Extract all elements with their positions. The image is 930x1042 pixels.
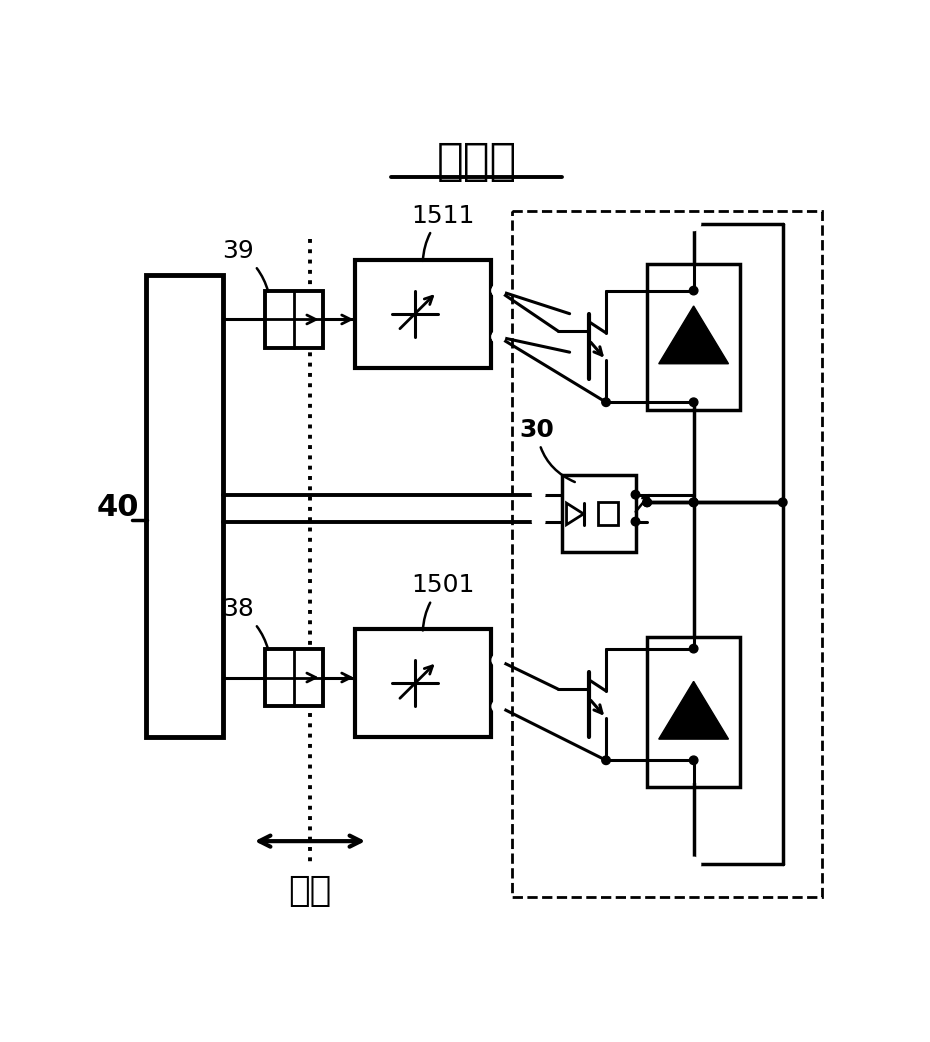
Text: 1501: 1501 xyxy=(411,573,474,630)
Circle shape xyxy=(643,498,651,506)
Circle shape xyxy=(533,490,544,500)
Bar xyxy=(265,291,323,348)
Circle shape xyxy=(689,756,698,765)
Circle shape xyxy=(493,331,504,342)
Bar xyxy=(597,502,618,525)
Circle shape xyxy=(788,496,801,508)
Text: 39: 39 xyxy=(222,240,268,292)
Polygon shape xyxy=(658,681,728,739)
Circle shape xyxy=(533,516,544,527)
Bar xyxy=(647,264,740,410)
Circle shape xyxy=(689,287,698,295)
Polygon shape xyxy=(566,503,584,525)
Bar xyxy=(355,259,491,368)
Text: 40: 40 xyxy=(97,493,140,522)
Text: 比较例: 比较例 xyxy=(436,141,517,183)
Circle shape xyxy=(493,701,504,712)
Bar xyxy=(146,275,223,737)
Circle shape xyxy=(493,654,504,666)
Circle shape xyxy=(631,491,640,499)
Bar xyxy=(512,212,821,896)
Circle shape xyxy=(602,756,610,765)
Text: 30: 30 xyxy=(519,418,575,482)
Circle shape xyxy=(689,398,698,406)
Circle shape xyxy=(687,858,700,870)
Bar xyxy=(562,475,635,552)
Circle shape xyxy=(689,498,698,506)
Text: 绝缘: 绝缘 xyxy=(288,874,332,909)
Circle shape xyxy=(778,498,787,506)
Circle shape xyxy=(602,398,610,406)
Circle shape xyxy=(631,518,640,526)
Circle shape xyxy=(687,218,700,229)
Circle shape xyxy=(493,286,504,296)
Circle shape xyxy=(493,286,504,296)
Bar xyxy=(265,648,323,706)
Bar xyxy=(355,629,491,737)
Text: 38: 38 xyxy=(222,597,268,650)
Text: 1511: 1511 xyxy=(411,204,474,260)
Bar xyxy=(647,637,740,788)
Circle shape xyxy=(689,644,698,653)
Circle shape xyxy=(493,331,504,342)
Circle shape xyxy=(689,498,698,506)
Circle shape xyxy=(643,498,651,506)
Polygon shape xyxy=(658,306,728,364)
